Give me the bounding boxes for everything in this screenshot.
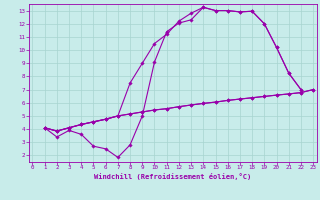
X-axis label: Windchill (Refroidissement éolien,°C): Windchill (Refroidissement éolien,°C) [94,173,252,180]
